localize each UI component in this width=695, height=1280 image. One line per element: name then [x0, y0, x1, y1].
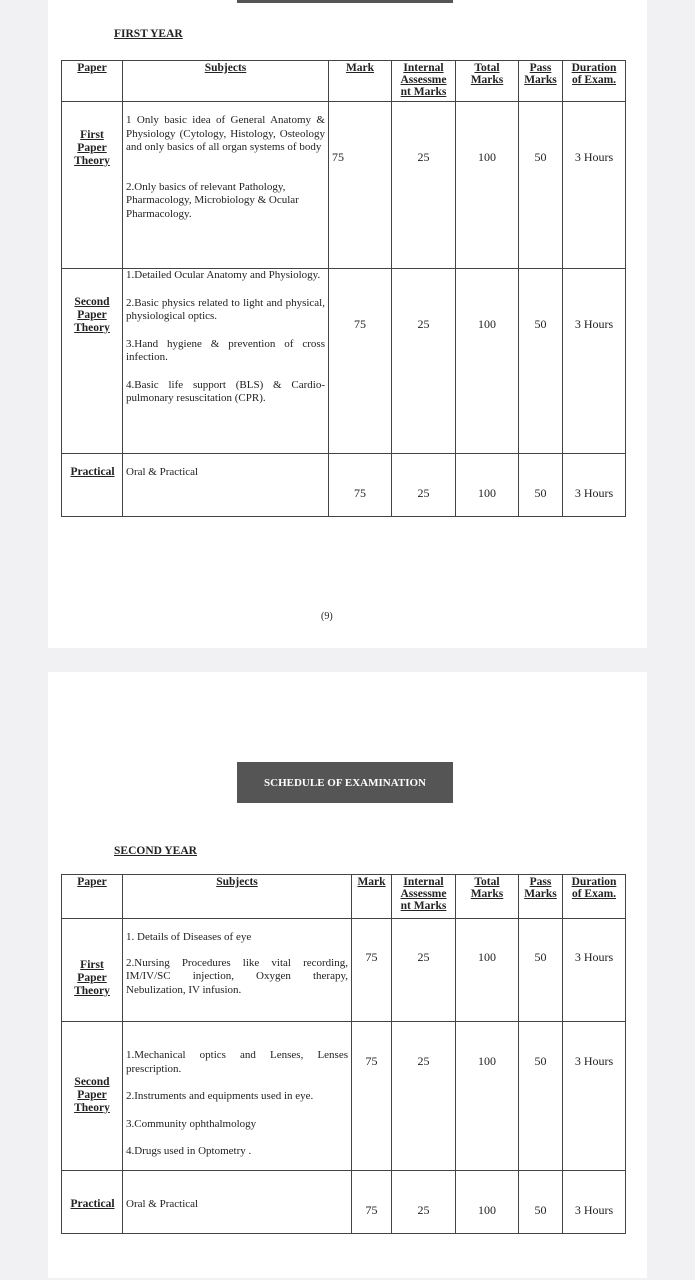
paper-cell: Practical	[61, 453, 123, 517]
table-header-row: Paper Subjects Mark Internal Assessme nt…	[61, 60, 626, 102]
pass-cell: 50	[518, 1021, 563, 1171]
header-duration: Duration of Exam.	[562, 874, 626, 919]
table-row: Practical Oral & Practical 75 25 100 50 …	[61, 1170, 626, 1234]
header-pass: Pass Marks	[518, 874, 563, 919]
internal-cell: 25	[391, 918, 456, 1022]
internal-cell: 25	[391, 453, 456, 517]
subject-item: Oral & Practical	[126, 1198, 199, 1210]
header-internal: Internal Assessme nt Marks	[391, 874, 456, 919]
pass-cell: 50	[518, 918, 563, 1022]
header-subjects: Subjects	[122, 60, 329, 102]
subject-item: 1.Mechanical optics and Lenses, Lenses p…	[126, 1049, 348, 1075]
mark-cell: 75	[351, 1021, 392, 1171]
subjects-cell: Oral & Practical	[122, 453, 329, 517]
subject-item: 4.Drugs used in Optometry .	[126, 1145, 252, 1157]
subject-item: 2.Basic physics related to light and phy…	[126, 296, 325, 323]
header-subjects: Subjects	[122, 874, 352, 919]
subject-item: 3.Community ophthalmology	[126, 1117, 257, 1130]
subjects-cell: 1.Mechanical optics and Lenses, Lenses p…	[122, 1021, 352, 1171]
first-year-table: Paper Subjects Mark Internal Assessme nt…	[61, 60, 626, 517]
internal-cell: 25	[391, 268, 456, 454]
total-cell: 100	[455, 453, 519, 517]
header-banner-edge	[237, 0, 453, 3]
total-cell: 100	[455, 1021, 519, 1171]
total-cell: 100	[455, 1170, 519, 1234]
paper-cell: First Paper Theory	[61, 918, 123, 1022]
internal-cell: 25	[391, 1170, 456, 1234]
subject-item: 1 Only basic idea of General Anatomy & P…	[126, 114, 325, 153]
page-number: (9)	[321, 611, 333, 622]
subject-item: 1.Detailed Ocular Anatomy and Physiology…	[126, 269, 321, 281]
subjects-cell: 1. Details of Diseases of eye 2.Nursing …	[122, 918, 352, 1022]
paper-cell: Second Paper Theory	[61, 1021, 123, 1171]
subjects-cell: Oral & Practical	[122, 1170, 352, 1234]
pass-cell: 50	[518, 453, 563, 517]
pass-cell: 50	[518, 1170, 563, 1234]
paper-cell: First Paper Theory	[61, 101, 123, 269]
pass-cell: 50	[518, 101, 563, 269]
internal-cell: 25	[391, 1021, 456, 1171]
subject-item: 1. Details of Diseases of eye	[126, 931, 252, 943]
second-year-heading: SECOND YEAR	[114, 845, 197, 857]
paper-cell: Practical	[61, 1170, 123, 1234]
duration-cell: 3 Hours	[562, 1021, 626, 1171]
header-mark: Mark	[328, 60, 392, 102]
subject-item: Oral & Practical	[126, 466, 199, 478]
duration-cell: 3 Hours	[562, 101, 626, 269]
mark-cell: 75	[351, 918, 392, 1022]
header-mark: Mark	[351, 874, 392, 919]
mark-cell: 75	[351, 1170, 392, 1234]
duration-cell: 3 Hours	[562, 1170, 626, 1234]
pass-cell: 50	[518, 268, 563, 454]
mark-cell: 75	[328, 101, 392, 269]
subject-item: 4.Basic life support (BLS) & Cardio-pulm…	[126, 378, 325, 405]
header-total: Total Marks	[455, 874, 519, 919]
subject-item: 2.Instruments and equipments used in eye…	[126, 1090, 314, 1102]
subject-item: 3.Hand hygiene & prevention of cross inf…	[126, 337, 325, 364]
header-duration: Duration of Exam.	[562, 60, 626, 102]
mark-cell: 75	[328, 268, 392, 454]
header-pass: Pass Marks	[518, 60, 563, 102]
first-year-heading: FIRST YEAR	[114, 28, 183, 40]
second-year-table: Paper Subjects Mark Internal Assessme nt…	[61, 874, 626, 1234]
header-total: Total Marks	[455, 60, 519, 102]
schedule-banner: SCHEDULE OF EXAMINATION	[237, 762, 453, 803]
header-paper: Paper	[61, 874, 123, 919]
total-cell: 100	[455, 268, 519, 454]
table-row: Second Paper Theory 1.Detailed Ocular An…	[61, 268, 626, 454]
subject-item: 2.Nursing Procedures like vital recordin…	[126, 956, 348, 996]
header-internal: Internal Assessme nt Marks	[391, 60, 456, 102]
table-row: First Paper Theory 1 Only basic idea of …	[61, 101, 626, 269]
subjects-cell: 1 Only basic idea of General Anatomy & P…	[122, 101, 329, 269]
duration-cell: 3 Hours	[562, 918, 626, 1022]
paper-cell: Second Paper Theory	[61, 268, 123, 454]
table-header-row: Paper Subjects Mark Internal Assessme nt…	[61, 874, 626, 919]
mark-cell: 75	[328, 453, 392, 517]
duration-cell: 3 Hours	[562, 453, 626, 517]
duration-cell: 3 Hours	[562, 268, 626, 454]
total-cell: 100	[455, 918, 519, 1022]
table-row: First Paper Theory 1. Details of Disease…	[61, 918, 626, 1022]
internal-cell: 25	[391, 101, 456, 269]
table-row: Practical Oral & Practical 75 25 100 50 …	[61, 453, 626, 517]
subjects-cell: 1.Detailed Ocular Anatomy and Physiology…	[122, 268, 329, 454]
table-row: Second Paper Theory 1.Mechanical optics …	[61, 1021, 626, 1171]
header-paper: Paper	[61, 60, 123, 102]
total-cell: 100	[455, 101, 519, 269]
subject-item: 2.Only basics of relevant Pathology, Pha…	[126, 180, 299, 220]
